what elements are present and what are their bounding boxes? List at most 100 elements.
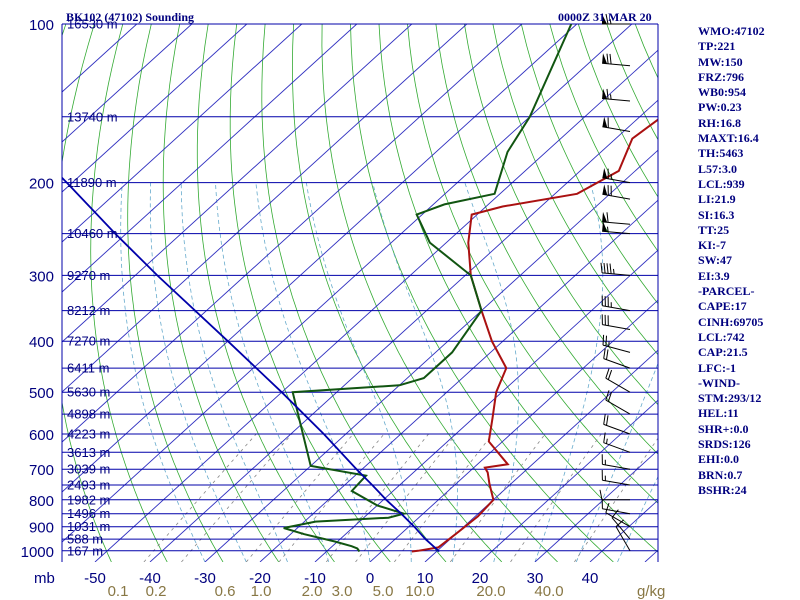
wind-barb: [602, 13, 630, 25]
pressure-label: 300: [29, 268, 54, 285]
wind-barbs: [599, 13, 631, 552]
barb-flag: [603, 262, 606, 274]
barb-flag: [602, 334, 605, 346]
barb-flag: [606, 88, 609, 100]
wind-barb: [602, 167, 631, 184]
mixing-ratio-unit: g/kg: [637, 583, 665, 600]
barb-staff: [603, 423, 631, 435]
barb-flag: [615, 519, 625, 527]
index-value: PW:0.23: [698, 100, 742, 115]
wind-barb: [605, 502, 631, 528]
index-value: RH:16.8: [698, 115, 741, 130]
isotherm: [62, 24, 633, 543]
dry-adiabat: [62, 24, 67, 37]
diagram-background-lines: [62, 24, 658, 562]
wind-barb: [601, 454, 631, 470]
temperature-tick-label: -10: [304, 570, 326, 587]
index-value: L57:3.0: [698, 161, 737, 176]
isotherm: [479, 399, 658, 562]
height-label: 1982 m: [67, 492, 110, 507]
mixing-ratio-line: [278, 433, 385, 562]
isotherm: [424, 349, 658, 562]
barb-flag: [609, 53, 612, 65]
isotherm: [94, 49, 658, 562]
barb-staff: [602, 193, 631, 200]
mixing-ratio-label: 20.0: [476, 583, 505, 600]
isotherm: [62, 24, 358, 293]
isotherm: [204, 149, 658, 562]
wind-barb: [611, 509, 631, 540]
barb-flag: [607, 391, 613, 402]
index-value: LCL:939: [698, 176, 745, 191]
index-value: EHI:0.0: [698, 452, 740, 467]
plot-frame: [61, 24, 659, 562]
height-label: 3039 m: [67, 462, 110, 477]
wind-barb: [602, 53, 631, 67]
height-label: 13740 m: [67, 109, 118, 124]
dry-adiabat: [549, 24, 658, 252]
isotherm: [62, 24, 303, 243]
moist-adiabat: [255, 182, 371, 562]
barb-staff: [602, 221, 631, 225]
index-value: MAXT:16.4: [698, 131, 759, 146]
pressure-label: 800: [29, 493, 54, 510]
moist-adiabat: [372, 182, 458, 562]
pressure-label: 500: [29, 385, 54, 402]
barb-pennant: [602, 53, 608, 64]
index-value: STM:293/12: [698, 391, 762, 406]
wind-barb: [605, 390, 631, 415]
barb-pennant: [602, 184, 608, 196]
temperature-tick-label: 20: [472, 570, 489, 587]
index-value: SI:16.3: [698, 207, 735, 222]
moist-adiabat: [617, 475, 658, 562]
temperature-tick-label: 0: [366, 570, 374, 587]
barb-flag: [599, 489, 603, 500]
barb-staff: [602, 126, 631, 132]
dry-adiabat: [492, 24, 658, 356]
height-label: 1031 m: [67, 519, 110, 534]
mixing-ratio-label: 10.0: [405, 583, 434, 600]
index-value: CAPE:17: [698, 299, 747, 314]
index-value: WMO:47102: [698, 24, 765, 38]
barb-flag: [609, 263, 612, 274]
height-label: 10460 m: [67, 226, 118, 241]
height-label: 1496 m: [67, 506, 110, 521]
barb-flag: [605, 502, 610, 513]
wind-barb: [602, 221, 631, 235]
temperature-tick-label: -40: [139, 570, 161, 587]
wind-barb: [601, 295, 631, 312]
height-label: 11890 m: [67, 175, 117, 190]
barb-pennant: [602, 116, 608, 128]
wind-barb: [603, 432, 631, 453]
barb-flag: [606, 263, 609, 274]
pressure-label: 400: [29, 334, 54, 351]
index-value: CINH:69705: [698, 314, 764, 329]
pressure-label: 100: [29, 17, 54, 34]
dry-adiabat: [407, 24, 658, 504]
temperature-tick-label: 10: [417, 570, 434, 587]
index-value: KI:-7: [698, 238, 726, 253]
index-value: -WIND-: [698, 375, 740, 390]
isotherm: [62, 24, 523, 443]
wind-barb: [602, 88, 631, 102]
isotherm: [534, 449, 658, 562]
temperature-tick-label: 40: [582, 570, 599, 587]
dry-adiabat: [435, 24, 658, 455]
mixing-ratio-label: 1.0: [251, 583, 272, 600]
barb-flag: [605, 13, 609, 25]
pressure-label: 200: [29, 176, 54, 193]
moist-adiabat: [215, 182, 330, 562]
pressure-label: 900: [29, 520, 54, 537]
barb-flag: [611, 509, 619, 519]
barb-half-flag: [613, 268, 615, 275]
barb-staff: [602, 272, 631, 276]
wind-barb: [599, 489, 630, 501]
temperature-tick-label: -20: [249, 570, 271, 587]
moist-adiabat: [534, 182, 604, 562]
barb-staff: [602, 463, 631, 470]
height-label: 4223 m: [67, 427, 110, 442]
index-value: HEL:11: [698, 406, 739, 421]
temperature-tick-label: 30: [527, 570, 544, 587]
height-label: 7270 m: [67, 334, 110, 349]
dry-adiabat: [378, 24, 658, 553]
